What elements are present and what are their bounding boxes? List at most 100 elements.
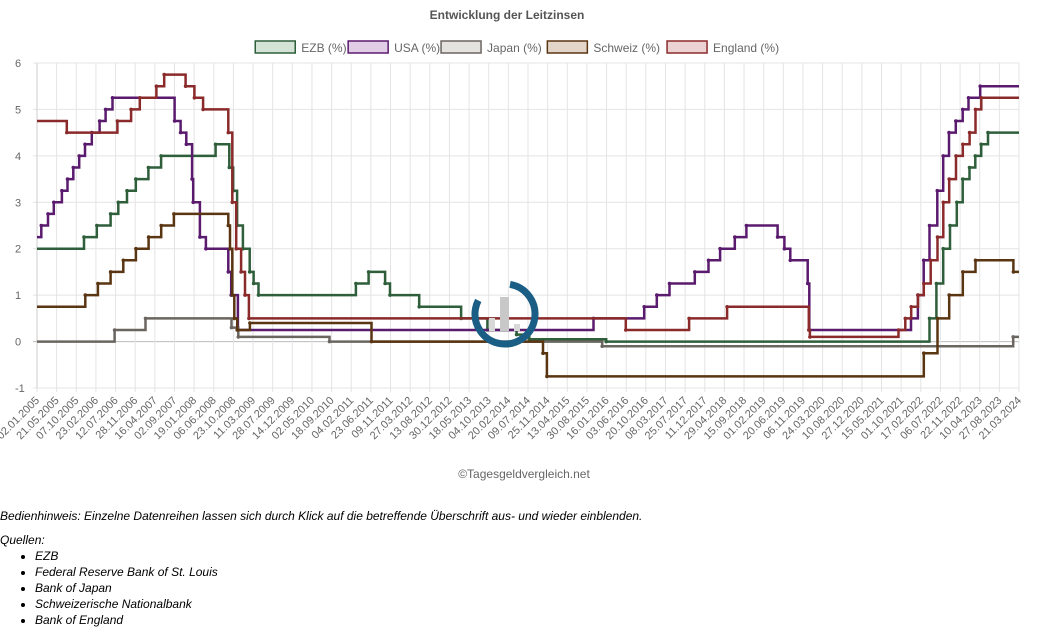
data-point (226, 130, 231, 135)
data-point (775, 235, 780, 239)
data-point (1011, 335, 1015, 339)
y-tick-label: 1 (15, 290, 21, 302)
data-point (184, 142, 189, 147)
data-point (922, 351, 926, 356)
data-point (251, 281, 256, 286)
data-point (921, 258, 926, 263)
legend-swatch (347, 40, 389, 54)
data-point (116, 200, 121, 205)
y-tick-label: 3 (15, 197, 21, 209)
data-point (366, 270, 371, 274)
data-point (121, 258, 126, 263)
source-item: Schweizerische Nationalbank (35, 596, 1064, 612)
data-point (896, 328, 901, 332)
data-point (693, 270, 697, 274)
data-point (191, 200, 195, 205)
data-point (83, 293, 88, 297)
legend-label: Schweiz (%) (593, 41, 660, 55)
data-point (527, 337, 532, 342)
data-point (909, 305, 913, 309)
data-point (97, 119, 102, 123)
sources-heading: Quellen: (0, 533, 45, 547)
data-point (213, 142, 218, 147)
data-point (805, 281, 810, 286)
source-item: EZB (35, 548, 1064, 564)
legend-swatch (440, 40, 482, 54)
data-point (354, 281, 358, 286)
series-line (37, 212, 1019, 378)
legend-swatch (254, 40, 296, 54)
data-point (807, 328, 811, 332)
data-point (95, 223, 99, 228)
data-point (230, 293, 235, 297)
data-point (108, 270, 113, 274)
data-point (383, 281, 387, 286)
legend-item[interactable]: Japan (%) (440, 40, 542, 55)
legend-label: USA (%) (394, 41, 440, 55)
data-point (232, 316, 237, 321)
data-point (935, 188, 940, 193)
data-point (129, 107, 133, 112)
y-axis: -1 0 1 2 3 4 5 6 (15, 58, 25, 395)
data-point (922, 281, 926, 286)
legend-label: England (%) (713, 41, 779, 55)
y-tick-label: 6 (15, 58, 21, 70)
data-point (718, 246, 722, 251)
data-point (110, 96, 115, 100)
data-point (788, 258, 793, 263)
data-point (604, 339, 608, 344)
data-point (60, 188, 64, 193)
data-point (248, 321, 252, 325)
data-point (667, 281, 672, 286)
data-point (388, 293, 392, 297)
data-point (514, 332, 519, 337)
data-point (96, 281, 100, 286)
data-point (655, 293, 659, 297)
legend-label: Japan (%) (487, 41, 542, 55)
legend-item[interactable]: EZB (%) (254, 40, 347, 55)
data-point (112, 328, 117, 332)
data-point (960, 107, 965, 112)
legend-item[interactable]: England (%) (666, 40, 779, 55)
data-point (725, 305, 729, 309)
chart-title: Entwicklung der Leitzinsen (430, 8, 585, 22)
y-tick-label: 2 (15, 244, 21, 256)
data-point (39, 223, 44, 228)
data-point (928, 258, 933, 263)
data-point (82, 235, 86, 239)
legend-item[interactable]: USA (%) (347, 40, 440, 55)
data-point (955, 200, 959, 205)
data-point (782, 246, 787, 251)
legend-swatch (666, 40, 708, 54)
data-point (178, 130, 183, 135)
data-point (986, 130, 990, 135)
source-item: Bank of England (35, 612, 1064, 628)
data-point (541, 351, 545, 356)
data-point (903, 316, 908, 321)
series-line (37, 84, 1019, 332)
data-point (46, 212, 50, 216)
data-point (226, 223, 231, 228)
data-point (916, 293, 920, 297)
y-tick-label: 0 (15, 337, 21, 349)
data-point (229, 325, 234, 330)
data-point (973, 154, 978, 158)
legend-item[interactable]: Schweiz (%) (546, 40, 660, 55)
data-point (234, 246, 238, 251)
data-point (230, 200, 235, 205)
data-point (65, 130, 69, 135)
data-point (125, 188, 129, 193)
legend: EZB (%) USA (%) Japan (%) Schweiz (%) Englan… (254, 40, 779, 55)
data-point (115, 119, 120, 123)
data-point (948, 223, 952, 228)
data-point (545, 374, 549, 379)
data-point (226, 270, 231, 274)
legend-label: EZB (%) (301, 41, 346, 55)
data-point (235, 328, 239, 332)
data-point (256, 293, 261, 297)
data-point (162, 72, 166, 77)
y-tick-label: 5 (15, 104, 21, 116)
data-point (201, 107, 205, 112)
data-point (198, 235, 202, 239)
legend-swatch (546, 40, 589, 54)
